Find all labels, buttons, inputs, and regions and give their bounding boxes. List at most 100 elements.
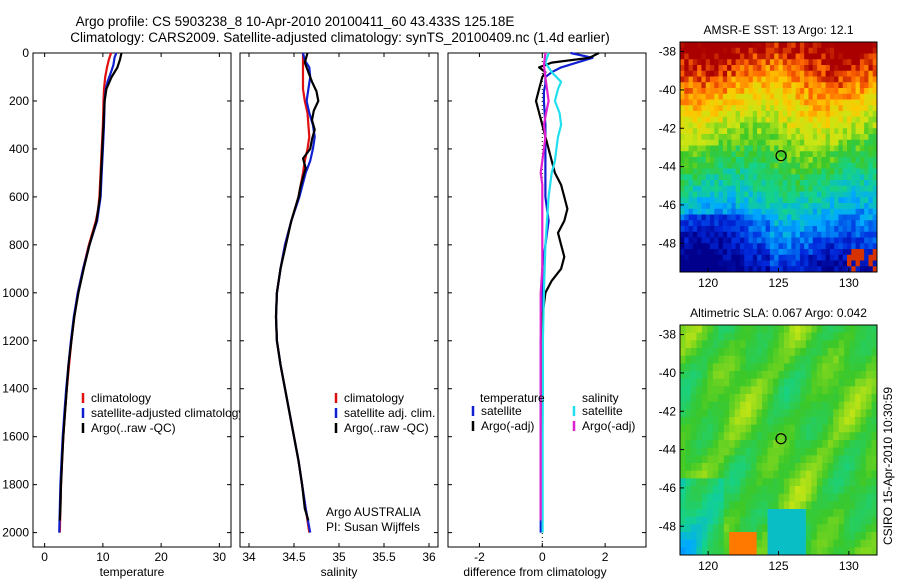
map-cell	[723, 493, 730, 502]
map-cell	[860, 432, 867, 441]
map-cell	[812, 180, 818, 187]
map-cell	[833, 409, 840, 418]
map-cell	[827, 501, 834, 510]
map-cell	[866, 348, 872, 357]
map-cell	[748, 231, 754, 238]
legend-label: satellite	[481, 404, 522, 418]
map-cell	[751, 363, 758, 372]
map-cell	[714, 254, 719, 261]
map-cell	[761, 168, 767, 175]
map-cell	[805, 394, 812, 403]
map-cell	[791, 53, 797, 60]
map-cell	[727, 53, 732, 60]
map-cell	[778, 325, 785, 334]
map-cell	[838, 220, 844, 227]
map-cell	[744, 157, 749, 164]
map-cell	[709, 105, 715, 112]
map-cell	[712, 348, 719, 357]
map-cell	[769, 226, 775, 233]
map-cell	[718, 371, 725, 380]
map-cell	[783, 463, 790, 472]
map-cell	[748, 139, 754, 146]
map-cell	[844, 386, 851, 395]
map-cell	[782, 260, 788, 267]
map-cell	[765, 47, 771, 54]
map-cell	[762, 363, 768, 372]
map-cell	[696, 424, 703, 433]
map-cell	[712, 409, 719, 418]
legend-header-salinity: salinity	[582, 391, 619, 405]
map-cell	[789, 532, 796, 541]
map-cell	[765, 243, 771, 250]
map-cell	[829, 134, 835, 141]
map-cell	[684, 208, 689, 215]
map-cell	[800, 547, 807, 556]
map-cell	[684, 185, 689, 192]
map-cell	[782, 162, 788, 169]
map-cell	[864, 162, 869, 169]
map-cell	[808, 76, 814, 83]
map-cell	[868, 76, 874, 83]
map-cell	[705, 76, 711, 83]
map-cell	[712, 516, 719, 525]
map-cell	[685, 363, 692, 372]
map-cell	[783, 455, 790, 464]
map-cell	[701, 226, 707, 233]
map-cell	[816, 470, 823, 479]
map-cell	[816, 478, 823, 487]
map-cell	[751, 547, 758, 556]
map-cell	[735, 128, 741, 135]
map-cell	[812, 42, 818, 49]
map-cell	[680, 197, 685, 204]
map-cell	[795, 151, 801, 158]
map-cell	[842, 226, 848, 233]
map-cell	[765, 168, 771, 175]
map-cell	[756, 493, 763, 502]
map-cell	[707, 394, 714, 403]
map-cell	[805, 463, 812, 472]
map-cell	[799, 180, 805, 187]
map-cell	[838, 340, 845, 349]
map-cell	[701, 168, 707, 175]
map-cell	[811, 547, 818, 556]
map-cell	[817, 70, 822, 77]
map-cell	[811, 363, 818, 372]
map-cell	[718, 394, 725, 403]
map-cell	[859, 93, 865, 100]
map-cell	[789, 455, 796, 464]
map-cell	[757, 111, 762, 118]
map-cell	[701, 417, 708, 426]
map-cell	[842, 185, 848, 192]
map-cell	[842, 260, 848, 267]
map-cell	[684, 116, 689, 123]
map-cell	[739, 197, 745, 204]
map-cell	[680, 409, 686, 418]
x-axis-label: salinity	[321, 565, 358, 579]
map-cell	[859, 116, 865, 123]
map-cell	[739, 59, 745, 66]
map-cell	[745, 524, 752, 533]
map-cell	[761, 191, 767, 198]
map-cell	[859, 151, 865, 158]
map-cell	[756, 547, 763, 556]
legend-header-temperature: temperature	[480, 391, 545, 405]
map-cell	[751, 447, 758, 456]
map-cell	[860, 447, 867, 456]
map-cell	[765, 122, 771, 129]
map-cell	[751, 532, 758, 541]
map-cell	[817, 249, 822, 256]
map-cell	[804, 88, 809, 95]
legend-label: Argo(..raw -QC)	[91, 421, 176, 435]
map-cell	[709, 99, 715, 106]
map-cell	[855, 145, 861, 152]
map-cell	[690, 547, 697, 556]
map-cell	[855, 447, 861, 456]
map-cell	[799, 162, 805, 169]
map-cell	[872, 70, 878, 77]
map-cell	[821, 139, 827, 146]
map-cell	[834, 47, 839, 54]
map-cell	[765, 53, 771, 60]
map-cell	[744, 59, 749, 66]
map-cell	[794, 478, 801, 487]
map-cell	[783, 524, 790, 533]
